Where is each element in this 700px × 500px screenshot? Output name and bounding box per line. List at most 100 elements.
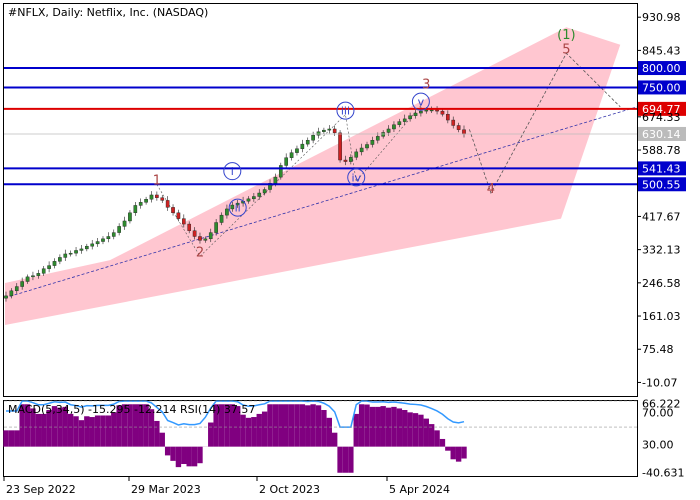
macd-bar bbox=[62, 406, 68, 447]
level-tag bbox=[638, 161, 686, 176]
macd-bar bbox=[434, 430, 440, 447]
chart-title: #NFLX, Daily: Netflix, Inc. (NASDAQ) bbox=[8, 6, 208, 19]
indicator-tick-label: -40.631 bbox=[642, 467, 684, 480]
candle-body bbox=[327, 128, 332, 131]
macd-bar bbox=[35, 413, 42, 447]
x-tick-label: 2 Oct 2023 bbox=[259, 483, 320, 496]
macd-bar bbox=[402, 410, 408, 447]
candle-body bbox=[456, 125, 461, 130]
macd-bar bbox=[267, 404, 273, 447]
x-tick-label: 23 Sep 2022 bbox=[6, 483, 76, 496]
macd-bar bbox=[175, 446, 182, 468]
macd-bar bbox=[138, 404, 144, 447]
macd-bar bbox=[105, 415, 112, 447]
candle-body bbox=[381, 132, 385, 137]
candle-body bbox=[208, 232, 213, 240]
macd-bar bbox=[218, 404, 225, 447]
wave-circle bbox=[411, 92, 430, 111]
candle-body bbox=[262, 189, 267, 194]
candle-body bbox=[111, 232, 116, 237]
candle-body bbox=[47, 265, 51, 269]
wave-label: 5 bbox=[562, 42, 570, 57]
macd-bar bbox=[186, 446, 192, 467]
candle-body bbox=[203, 238, 208, 241]
macd-bar bbox=[159, 432, 165, 447]
candle-body bbox=[90, 243, 95, 247]
candle-body bbox=[370, 140, 375, 145]
macd-bar bbox=[116, 405, 122, 447]
candle-body bbox=[187, 223, 192, 231]
candle-body bbox=[289, 152, 294, 158]
level-tag bbox=[638, 80, 686, 95]
indicator-tick-label: 30.00 bbox=[642, 439, 674, 452]
macd-bar bbox=[450, 446, 456, 460]
macd-bar bbox=[73, 416, 79, 447]
candle-body bbox=[9, 290, 14, 297]
macd-bar bbox=[326, 417, 332, 447]
candle-body bbox=[117, 226, 121, 233]
wave-label: 4 bbox=[487, 182, 495, 197]
macd-bar bbox=[364, 404, 370, 447]
candle-body bbox=[429, 109, 434, 112]
level-label: 541.43 bbox=[642, 162, 681, 175]
macd-bar bbox=[24, 404, 31, 447]
wave-label: 3 bbox=[422, 78, 430, 93]
candle-body bbox=[52, 261, 57, 266]
indicator-tick-label: 70.00 bbox=[642, 407, 674, 420]
macd-bar bbox=[305, 405, 311, 447]
macd-bar bbox=[256, 413, 262, 447]
level-tag bbox=[638, 177, 686, 192]
macd-bar bbox=[385, 407, 392, 447]
macd-bar bbox=[288, 404, 295, 447]
wave-label: i bbox=[231, 165, 234, 178]
candle-body bbox=[181, 218, 186, 225]
candle-body bbox=[192, 230, 197, 237]
candle-body bbox=[278, 165, 283, 178]
macd-bar bbox=[8, 430, 15, 447]
candle-body bbox=[4, 295, 8, 299]
candle-body bbox=[138, 202, 143, 206]
candle-body bbox=[273, 176, 278, 184]
macd-bar bbox=[348, 446, 354, 473]
candle-body bbox=[214, 222, 218, 233]
candle-body bbox=[74, 250, 78, 254]
candle-body bbox=[338, 132, 342, 161]
macd-bar bbox=[89, 417, 95, 447]
main-panel-frame bbox=[3, 3, 638, 397]
candle-body bbox=[25, 276, 30, 282]
candle-body bbox=[408, 115, 412, 120]
macd-bar bbox=[369, 406, 376, 447]
candle-body bbox=[68, 252, 73, 255]
candle-body bbox=[300, 143, 305, 149]
macd-bar bbox=[342, 446, 349, 473]
candle-body bbox=[435, 109, 439, 112]
macd-bar bbox=[67, 413, 74, 447]
macd-bar bbox=[245, 417, 252, 447]
candle-body bbox=[295, 148, 299, 153]
macd-bar bbox=[251, 417, 257, 447]
candle-body bbox=[20, 281, 24, 287]
candle-body bbox=[451, 119, 456, 126]
candle-body bbox=[375, 136, 380, 141]
trend-line bbox=[4, 106, 638, 299]
candle-body bbox=[359, 147, 364, 153]
macd-bar bbox=[3, 430, 9, 447]
candle-body bbox=[462, 129, 466, 135]
macd-bar bbox=[240, 414, 246, 447]
macd-bar bbox=[278, 404, 284, 447]
candle-body bbox=[230, 204, 235, 210]
y-tick-label: 417.67 bbox=[642, 210, 681, 223]
candle-body bbox=[311, 134, 315, 141]
macd-bar bbox=[261, 411, 268, 447]
macd-bar bbox=[224, 404, 230, 447]
macd-bar bbox=[229, 404, 235, 447]
wave-circle bbox=[228, 198, 247, 217]
macd-bar bbox=[353, 413, 359, 447]
macd-bar bbox=[375, 406, 381, 447]
macd-bar bbox=[428, 424, 435, 447]
last-price-label: 630.14 bbox=[642, 128, 681, 141]
macd-bar bbox=[164, 446, 171, 456]
y-tick-label: 332.13 bbox=[642, 244, 681, 257]
y-tick-label: 75.48 bbox=[642, 343, 674, 356]
